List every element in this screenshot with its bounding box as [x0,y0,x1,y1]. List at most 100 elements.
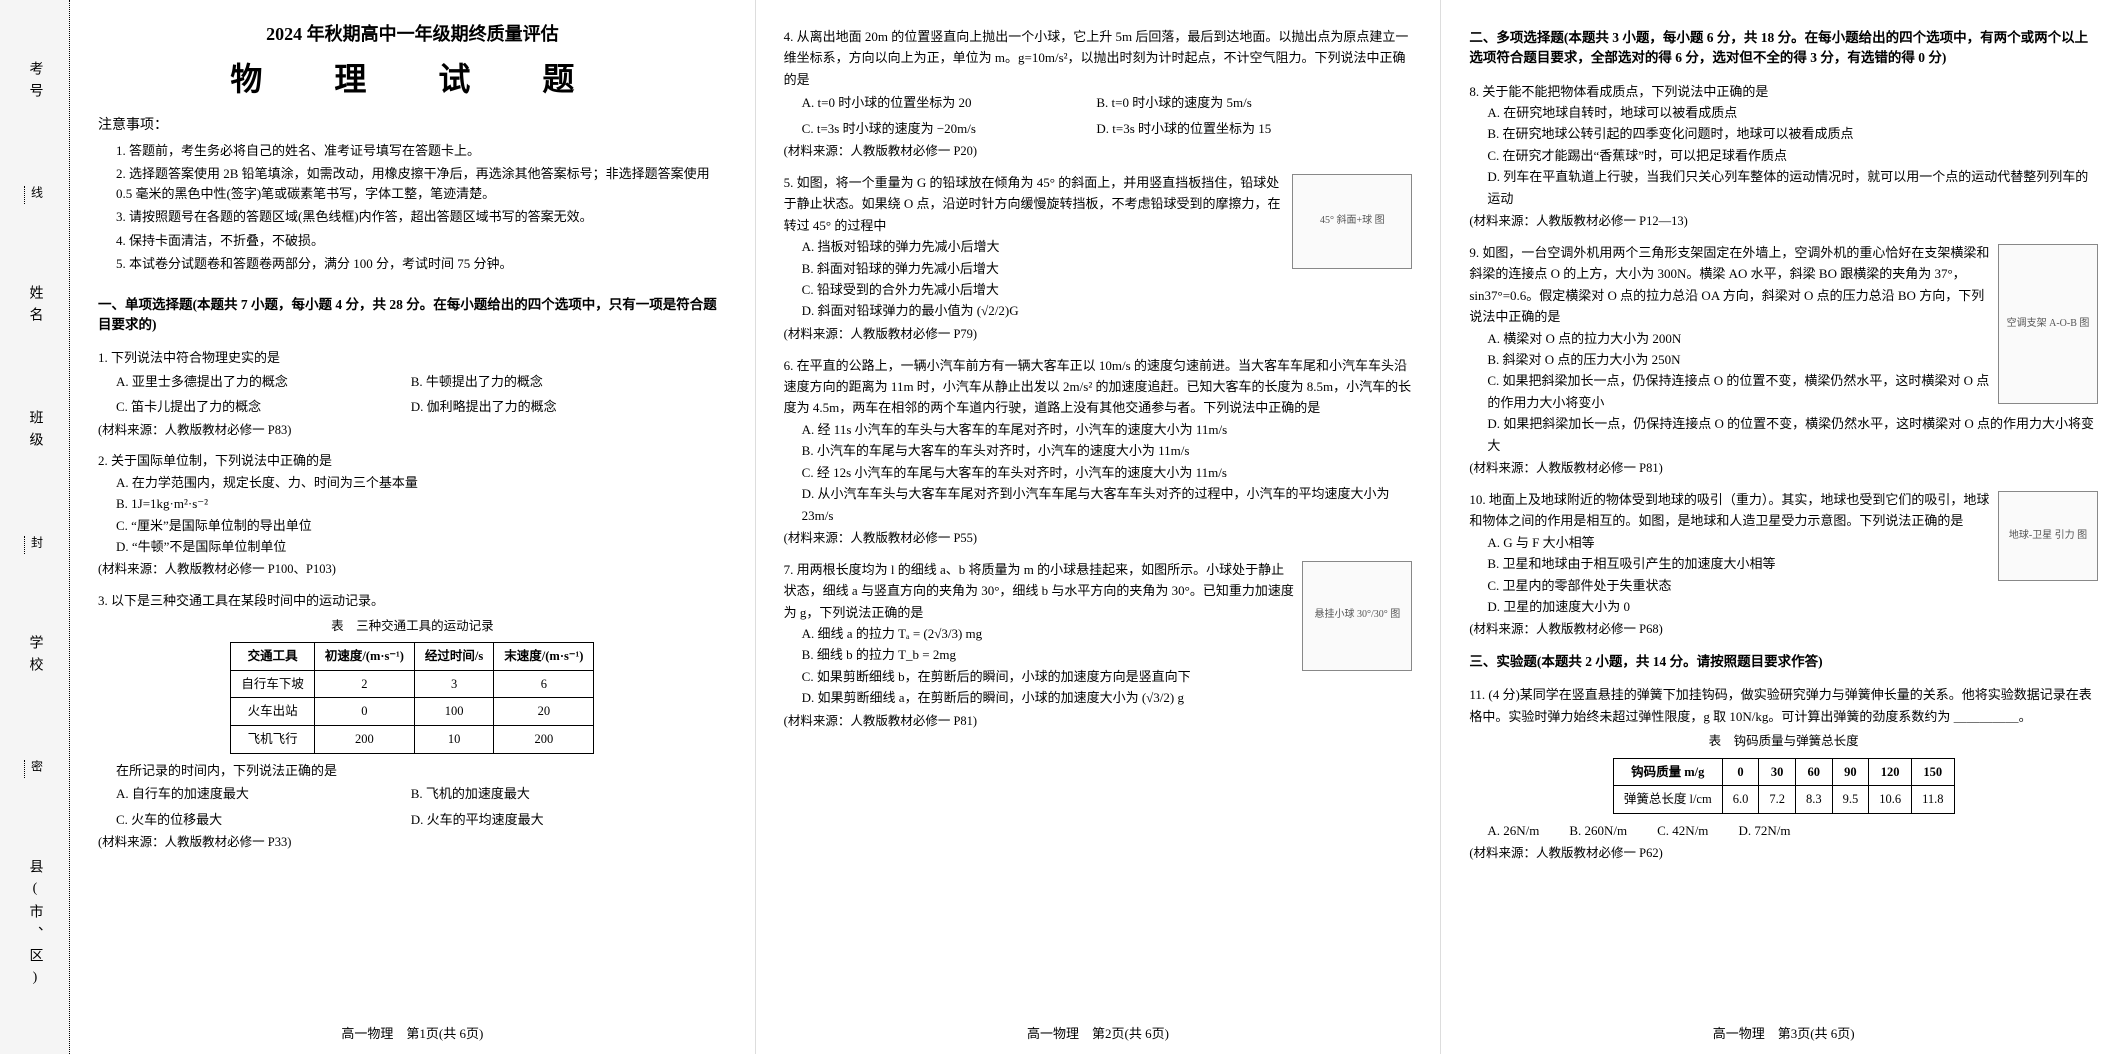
page-3: 二、多项选择题(本题共 3 小题，每小题 6 分，共 18 分。在每小题给出的四… [1441,0,2126,1054]
q10-src: (材料来源：人教版教材必修一 P68) [1469,619,2098,640]
q2: 2. 关于国际单位制，下列说法中正确的是 A. 在力学范围内，规定长度、力、时间… [98,450,727,580]
th: 90 [1832,758,1869,786]
bind-label-4: 县(市、区) [25,859,45,993]
q6-stem: 6. 在平直的公路上，一辆小汽车前方有一辆大客车正以 10m/s 的速度匀速前进… [784,355,1413,419]
td: 8.3 [1795,786,1832,814]
q11-opt-b: B. 260N/m [1569,820,1627,841]
bind-label-1: 姓名 [25,285,45,329]
notice-item: 1. 答题前，考生务必将自己的姓名、准考证号填写在答题卡上。 [116,141,727,161]
td: 飞机飞行 [231,726,315,754]
exam-title-line2: 物 理 试 题 [98,54,727,100]
td: 20 [494,698,594,726]
page3-footer: 高一物理 第3页(共 6页) [1469,1015,2098,1042]
td: 弹簧总长度 l/cm [1613,786,1722,814]
q2-src: (材料来源：人教版教材必修一 P100、P103) [98,559,727,580]
q1-opt-c: C. 笛卡儿提出了力的概念 [116,396,385,417]
th: 120 [1869,758,1912,786]
q4-stem: 4. 从离出地面 20m 的位置竖直向上抛出一个小球，它上升 5m 后回落，最后… [784,26,1413,90]
q8-stem: 8. 关于能不能把物体看成质点，下列说法中正确的是 [1469,81,2098,102]
page-2: 4. 从离出地面 20m 的位置竖直向上抛出一个小球，它上升 5m 后回落，最后… [756,0,1442,1054]
th: 150 [1912,758,1954,786]
q9-src: (材料来源：人教版教材必修一 P81) [1469,458,2098,479]
q4-opt-d: D. t=3s 时小球的位置坐标为 15 [1096,118,1365,139]
th: 钩码质量 m/g [1613,758,1722,786]
th: 交通工具 [231,643,315,671]
q3: 3. 以下是三种交通工具在某段时间中的运动记录。 表 三种交通工具的运动记录 交… [98,590,727,853]
q6-opt-c: C. 经 12s 小汽车的车尾与大客车的车头对齐时，小汽车的速度大小为 11m/… [802,462,1413,483]
th: 0 [1722,758,1759,786]
q4-opt-a: A. t=0 时小球的位置坐标为 20 [802,92,1071,113]
page1-footer: 高一物理 第1页(共 6页) [98,1015,727,1042]
q9-figure: 空调支架 A-O-B 图 [1998,244,2098,404]
seal-line-1: 封 [24,536,46,554]
q11: 11. (4 分)某同学在竖直悬挂的弹簧下加挂钩码，做实验研究弹力与弹簧伸长量的… [1469,684,2098,864]
section-2-head: 二、多项选择题(本题共 3 小题，每小题 6 分，共 18 分。在每小题给出的四… [1469,28,2098,69]
td: 200 [494,726,594,754]
q8: 8. 关于能不能把物体看成质点，下列说法中正确的是 A. 在研究地球自转时，地球… [1469,81,2098,232]
notice-item: 4. 保持卡面清洁，不折叠，不破损。 [116,231,727,251]
q1-src: (材料来源：人教版教材必修一 P83) [98,420,727,441]
q11-opt-d: D. 72N/m [1738,820,1790,841]
q11-opt-a: A. 26N/m [1487,820,1539,841]
q1-opt-a: A. 亚里士多德提出了力的概念 [116,371,385,392]
q3-opt-b: B. 飞机的加速度最大 [411,783,680,804]
q7-opt-d: D. 如果剪断细线 a，在剪断后的瞬间，小球的加速度大小为 (√3/2) g [802,687,1413,708]
notice-item: 5. 本试卷分试题卷和答题卷两部分，满分 100 分，考试时间 75 分钟。 [116,254,727,274]
td: 2 [314,670,414,698]
th: 初速度/(m·s⁻¹) [314,643,414,671]
q4: 4. 从离出地面 20m 的位置竖直向上抛出一个小球，它上升 5m 后回落，最后… [784,26,1413,162]
q11-src: (材料来源：人教版教材必修一 P62) [1469,843,2098,864]
q2-opt-b: B. 1J=1kg·m²·s⁻² [116,493,727,514]
q8-src: (材料来源：人教版教材必修一 P12—13) [1469,211,2098,232]
q3-src: (材料来源：人教版教材必修一 P33) [98,832,727,853]
td: 11.8 [1912,786,1954,814]
q5-figure: 45° 斜面+球 图 [1292,174,1412,269]
q1: 1. 下列说法中符合物理史实的是 A. 亚里士多德提出了力的概念 B. 牛顿提出… [98,347,727,440]
bind-label-3: 学校 [25,635,45,679]
q1-opt-b: B. 牛顿提出了力的概念 [411,371,680,392]
notice-list: 1. 答题前，考生务必将自己的姓名、准考证号填写在答题卡上。 2. 选择题答案使… [116,138,727,277]
td: 火车出站 [231,698,315,726]
q5-opt-d: D. 斜面对铅球弹力的最小值为 (√2/2)G [802,300,1413,321]
pages-container: 2024 年秋期高中一年级期终质量评估 物 理 试 题 注意事项： 1. 答题前… [70,0,2126,1054]
td: 7.2 [1759,786,1796,814]
td: 10 [414,726,493,754]
q6: 6. 在平直的公路上，一辆小汽车前方有一辆大客车正以 10m/s 的速度匀速前进… [784,355,1413,549]
q11-caption: 表 钩码质量与弹簧总长度 [1469,731,2098,752]
q8-opt-c: C. 在研究才能踢出“香蕉球”时，可以把足球看作质点 [1487,145,2098,166]
q7-src: (材料来源：人教版教材必修一 P81) [784,711,1413,732]
seal-line-0: 线 [24,186,46,204]
td: 10.6 [1869,786,1912,814]
section-3-head: 三、实验题(本题共 2 小题，共 14 分。请按照题目要求作答) [1469,652,2098,672]
q1-opt-d: D. 伽利略提出了力的概念 [411,396,680,417]
q10: 地球-卫星 引力 图 10. 地面上及地球附近的物体受到地球的吸引（重力）。其实… [1469,489,2098,640]
q3-after: 在所记录的时间内，下列说法正确的是 [116,760,727,781]
th: 末速度/(m·s⁻¹) [494,643,594,671]
exam-title-line1: 2024 年秋期高中一年级期终质量评估 [98,20,727,46]
q11-stem: 11. (4 分)某同学在竖直悬挂的弹簧下加挂钩码，做实验研究弹力与弹簧伸长量的… [1469,684,2098,727]
q6-src: (材料来源：人教版教材必修一 P55) [784,528,1413,549]
q2-opt-c: C. “厘米”是国际单位制的导出单位 [116,515,727,536]
q5-src: (材料来源：人教版教材必修一 P79) [784,324,1413,345]
q6-opt-b: B. 小汽车的车尾与大客车的车头对齐时，小汽车的速度大小为 11m/s [802,440,1413,461]
notice-item: 2. 选择题答案使用 2B 铅笔填涂，如需改动，用橡皮擦干净后，再选涂其他答案标… [116,164,727,204]
q7-figure: 悬挂小球 30°/30° 图 [1302,561,1412,671]
bind-label-2: 班级 [25,410,45,454]
q8-opt-a: A. 在研究地球自转时，地球可以被看成质点 [1487,102,2098,123]
q11-table: 钩码质量 m/g 0 30 60 90 120 150 弹簧总长度 l/cm 6… [1613,758,1955,814]
binding-strip: 考号 线 姓名 班级 封 学校 密 县(市、区) [0,0,70,1054]
q8-opt-d: D. 列车在平直轨道上行驶，当我们只关心列车整体的运动情况时，就可以用一个点的运… [1487,166,2098,209]
q3-table: 交通工具 初速度/(m·s⁻¹) 经过时间/s 末速度/(m·s⁻¹) 自行车下… [230,642,594,754]
seal-line-2: 密 [24,760,46,778]
q9-opt-d: D. 如果把斜梁加长一点，仍保持连接点 O 的位置不变，横梁仍然水平，这时横梁对… [1487,413,2098,456]
q10-figure: 地球-卫星 引力 图 [1998,491,2098,581]
th: 经过时间/s [414,643,493,671]
q2-opt-a: A. 在力学范围内，规定长度、力、时间为三个基本量 [116,472,727,493]
td: 3 [414,670,493,698]
section-1-head: 一、单项选择题(本题共 7 小题，每小题 4 分，共 28 分。在每小题给出的四… [98,295,727,336]
page2-footer: 高一物理 第2页(共 6页) [784,1015,1413,1042]
q9: 空调支架 A-O-B 图 9. 如图，一台空调外机用两个三角形支架固定在外墙上，… [1469,242,2098,479]
q4-src: (材料来源：人教版教材必修一 P20) [784,141,1413,162]
q10-opt-d: D. 卫星的加速度大小为 0 [1487,596,2098,617]
td: 自行车下坡 [231,670,315,698]
